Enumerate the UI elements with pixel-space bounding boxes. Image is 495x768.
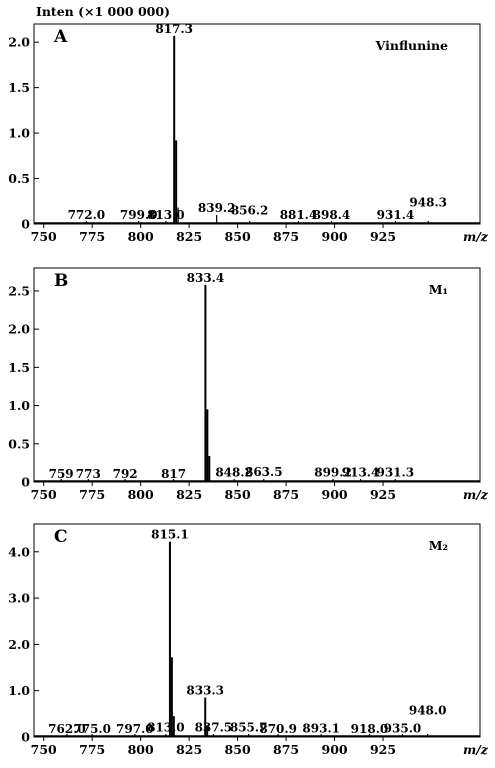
peak-label: 898.4 — [313, 208, 351, 222]
y-tick-label: 0 — [21, 730, 30, 745]
x-tick-label: 800 — [128, 742, 154, 757]
x-tick-label: 825 — [176, 229, 202, 244]
x-tick-label: 775 — [79, 742, 105, 757]
spectrum-panel-b: 0 0.5 1.0 1.5 2.0 2.5 750 775 800 825 850 875 900 925… — [8, 267, 489, 502]
y-tick-label: 1.5 — [8, 80, 30, 95]
peak-label: 931.4 — [377, 208, 415, 222]
peak-label: 817.3 — [155, 22, 193, 36]
peak-label: 813.0 — [147, 721, 185, 735]
peak-label: 759 — [49, 467, 74, 481]
peak-label: 762.0 — [48, 722, 86, 736]
x-tick-label: 775 — [79, 229, 105, 244]
x-tick-label: 925 — [370, 229, 396, 244]
peak-label: 833.4 — [187, 271, 225, 285]
peak-label: 773 — [76, 467, 101, 481]
peak-label: 817 — [161, 467, 186, 481]
plot-frame — [33, 267, 481, 483]
x-tick-label: 875 — [273, 229, 299, 244]
peak-label: 899.2 — [314, 466, 352, 480]
plot-frame — [33, 23, 481, 225]
x-tick-label: 900 — [322, 229, 348, 244]
y-tick-label: 2.5 — [8, 283, 30, 298]
x-tick-label: 900 — [322, 487, 348, 502]
peak-label: 772.0 — [68, 208, 106, 222]
x-tick-label: 900 — [322, 742, 348, 757]
y-tick-label: 0 — [21, 475, 30, 490]
x-tick-label: 750 — [31, 487, 57, 502]
peak-label: 935.0 — [384, 722, 422, 736]
x-tick-label: 825 — [176, 742, 202, 757]
peak-label: 833.3 — [186, 684, 224, 698]
peak-label: 948.0 — [409, 704, 447, 718]
peak-label: 813.0 — [147, 208, 185, 222]
y-tick-label: 2.0 — [8, 637, 30, 652]
panel-letter: A — [53, 27, 68, 47]
y-tick-label: 4.0 — [8, 544, 30, 559]
intensity-unit-label: Inten (×1 000 000) — [36, 4, 170, 19]
x-tick-label: 800 — [128, 229, 154, 244]
y-tick-label: 3.0 — [8, 591, 30, 606]
x-tick-label: 850 — [225, 487, 251, 502]
x-axis-label: m/z — [463, 487, 489, 502]
peak-label: 775.0 — [73, 722, 111, 736]
peak-label: 799.0 — [120, 208, 158, 222]
x-tick-label: 925 — [370, 487, 396, 502]
peak-label: 870.9 — [259, 722, 297, 736]
x-tick-label: 850 — [225, 229, 251, 244]
x-tick-label: 775 — [79, 487, 105, 502]
peak-label: 931.3 — [376, 466, 414, 480]
x-tick-label: 875 — [273, 742, 299, 757]
panel-letter: B — [54, 271, 68, 291]
compound-label: M₂ — [429, 538, 448, 553]
peak-label: 913.4 — [342, 466, 380, 480]
peak-label: 918.0 — [351, 722, 389, 736]
x-tick-label: 850 — [225, 742, 251, 757]
x-axis-label: m/z — [463, 229, 489, 244]
peak-label: 792 — [113, 467, 138, 481]
peak-label: 948.3 — [409, 195, 447, 209]
x-tick-label: 750 — [31, 742, 57, 757]
y-tick-label: 2.0 — [8, 35, 30, 50]
peak-label: 855.7 — [230, 721, 268, 735]
peak-label: 839.2 — [198, 201, 236, 215]
x-tick-label: 800 — [128, 487, 154, 502]
peak-label: 856.2 — [231, 204, 269, 218]
compound-label: Vinflunine — [375, 38, 448, 53]
x-tick-label: 925 — [370, 742, 396, 757]
x-axis-label: m/z — [463, 742, 489, 757]
x-tick-label: 825 — [176, 487, 202, 502]
peak-label: 893.1 — [302, 722, 340, 736]
y-tick-label: 0 — [21, 217, 30, 232]
compound-label: M₁ — [429, 282, 448, 297]
y-tick-label: 1.5 — [8, 360, 30, 375]
y-tick-label: 0.5 — [8, 436, 30, 451]
y-tick-label: 1.0 — [8, 398, 30, 413]
y-tick-label: 2.0 — [8, 322, 30, 337]
y-tick-label: 1.0 — [8, 126, 30, 141]
spectrum-panel-c: 0 1.0 2.0 3.0 4.0 750 775 800 825 850 875 900 925 m/z… — [8, 523, 489, 757]
plot-frame — [33, 523, 481, 738]
y-tick-label: 0.5 — [8, 171, 30, 186]
panel-letter: C — [54, 527, 68, 547]
x-tick-label: 875 — [273, 487, 299, 502]
peak-label: 815.1 — [151, 528, 189, 542]
spectrum-panel-a: 0 0.5 1.0 1.5 2.0 750 775 800 825 850 875 900 925 m/z… — [8, 22, 489, 244]
peak-label: 863.5 — [245, 465, 283, 479]
peak-label: 797.0 — [116, 722, 154, 736]
peak-label: 881.4 — [280, 208, 318, 222]
x-tick-label: 750 — [31, 229, 57, 244]
peak-label: 837.5 — [195, 721, 233, 735]
peak-label: 848.2 — [215, 466, 253, 480]
y-tick-label: 1.0 — [8, 683, 30, 698]
